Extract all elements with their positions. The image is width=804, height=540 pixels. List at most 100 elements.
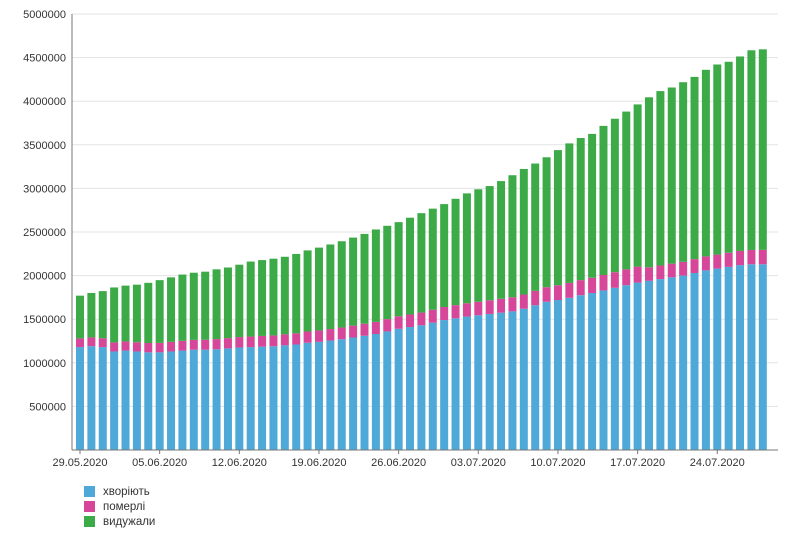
bar-segment [144, 352, 153, 450]
legend-item-died: померлі [84, 499, 155, 514]
bar-segment [326, 244, 335, 330]
bar-segment [269, 335, 278, 347]
bar-segment [144, 343, 153, 353]
bar-segment [87, 346, 96, 450]
bar-segment [451, 198, 460, 306]
bar-segment [679, 275, 688, 450]
bar-segment [645, 280, 653, 450]
bar-segment [371, 334, 380, 450]
bar-segment [246, 336, 255, 348]
bar-segment [98, 338, 107, 348]
bar-segment [758, 249, 767, 265]
bar-segment [337, 339, 346, 450]
bar-segment [269, 346, 278, 450]
bar-segment [633, 266, 642, 283]
bar-segment [178, 274, 187, 341]
bar-segment [531, 163, 540, 291]
bar-segment [588, 133, 597, 278]
bar-segment [440, 306, 449, 321]
bar-segment [565, 297, 574, 450]
bar-segment [406, 327, 415, 450]
bar-segment [462, 193, 471, 304]
bar-segment [178, 340, 187, 351]
bar-segment [633, 282, 642, 450]
bar-segment [167, 277, 176, 342]
bar-segment [155, 352, 164, 450]
bar-segment [508, 297, 517, 312]
bar-segment [326, 340, 335, 450]
bar-segment [167, 341, 176, 352]
bar-segment [736, 56, 745, 251]
bar-segment [724, 252, 733, 267]
bar-segment [542, 157, 551, 288]
bar-segment [656, 265, 665, 280]
bar-segment [76, 347, 84, 450]
bar-segment [201, 339, 210, 350]
y-tick-label: 2000000 [23, 271, 66, 283]
bar-segment [519, 308, 528, 450]
bar-segment [212, 339, 221, 350]
x-tick-label: 12.06.2020 [212, 457, 267, 469]
bar-segment [258, 346, 267, 450]
bar-segment [167, 351, 176, 450]
bar-segment [417, 312, 426, 326]
bar-segment [690, 272, 699, 450]
bar-segment [292, 344, 301, 450]
bar-segment [667, 277, 676, 450]
bar-segment [713, 268, 722, 450]
legend-label-died: померлі [103, 500, 146, 513]
bar-segment [622, 111, 631, 270]
y-tick-label: 2500000 [23, 227, 66, 239]
bar-segment [212, 269, 221, 340]
bar-segment [280, 345, 289, 450]
y-tick-label: 1000000 [23, 358, 66, 370]
bar-segment [235, 264, 244, 338]
bar-segment [383, 319, 392, 332]
bar-segment [417, 325, 426, 450]
bar-segment [371, 229, 380, 322]
bar-segment [132, 342, 141, 352]
x-tick-label: 29.05.2020 [52, 457, 107, 469]
bar-segment [121, 350, 130, 450]
bar-segment [576, 280, 585, 296]
bar-segment [531, 290, 540, 306]
y-tick-label: 3500000 [23, 140, 66, 152]
bar-segment [155, 280, 164, 343]
bar-segment [485, 186, 494, 301]
bar-segment [553, 300, 562, 450]
bar-segment [360, 335, 369, 450]
bar-segment [576, 295, 585, 450]
bar-segment [87, 292, 96, 338]
bar-segment [747, 249, 756, 265]
bar-segment [417, 213, 426, 313]
bar-segment [724, 61, 733, 253]
bar-segment [690, 259, 699, 273]
bar-segment [349, 337, 358, 450]
bar-segment [132, 284, 141, 343]
legend-item-sick: хворіють [84, 484, 155, 499]
bar-segment [212, 349, 221, 450]
legend-item-recovered: видужали [84, 514, 155, 529]
legend-swatch-died [84, 501, 95, 512]
bar-segment [576, 137, 585, 281]
y-tick-label: 1500000 [23, 314, 66, 326]
bar-segment [360, 323, 369, 336]
bar-segment [713, 64, 722, 255]
bar-segment [98, 347, 107, 450]
bar-segment [406, 314, 415, 328]
bar-segment [201, 349, 210, 450]
bar-segment [645, 97, 653, 268]
bar-segment [531, 305, 540, 450]
x-tick-label: 26.06.2020 [371, 457, 426, 469]
bar-segment [337, 241, 346, 328]
legend-label-sick: хворіють [103, 485, 150, 498]
x-tick-label: 17.07.2020 [610, 457, 665, 469]
bar-segment [428, 309, 437, 323]
bar-segment [428, 208, 437, 310]
bar-segment [269, 258, 278, 336]
bar-segment [110, 342, 119, 352]
x-tick-label: 10.07.2020 [530, 457, 585, 469]
bar-segment [553, 150, 562, 286]
bar-segment [633, 104, 642, 267]
bar-segment [542, 301, 551, 450]
